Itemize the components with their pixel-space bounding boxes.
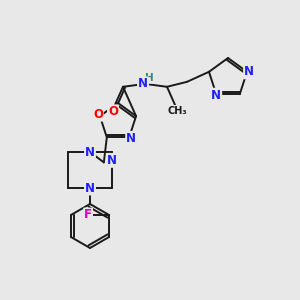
Text: N: N <box>211 89 221 102</box>
Text: N: N <box>138 77 148 90</box>
Text: N: N <box>107 154 117 167</box>
Text: O: O <box>108 105 118 118</box>
Text: CH₃: CH₃ <box>167 106 187 116</box>
Text: F: F <box>84 208 92 221</box>
Text: N: N <box>244 65 254 78</box>
Text: N: N <box>126 132 136 145</box>
Text: N: N <box>85 146 95 158</box>
Text: H: H <box>145 73 153 83</box>
Text: N: N <box>85 182 95 194</box>
Text: O: O <box>93 108 103 121</box>
